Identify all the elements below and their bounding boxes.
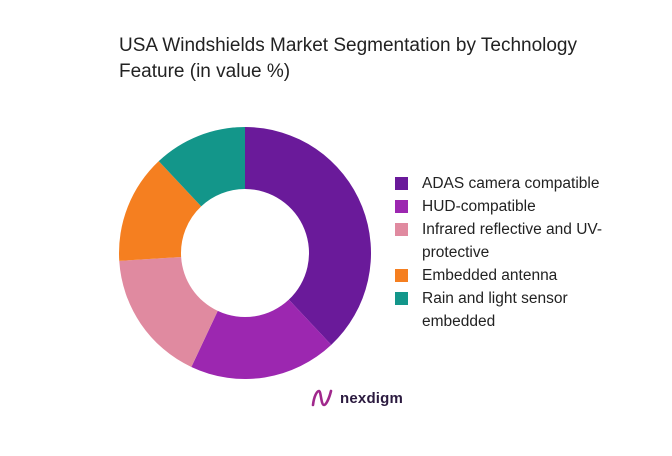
legend-label-antenna: Embedded antenna [422,267,558,284]
donut-slice-hud [191,299,332,379]
legend-swatch-adas [395,177,408,190]
brand-logo: nexdigm [311,388,403,408]
legend-label-rain-sensor-line-2: embedded [422,313,496,330]
legend-item-adas: ADAS camera compatible [395,172,665,195]
legend-item-hud: HUD-compatible [395,195,665,218]
chart-legend: ADAS camera compatible HUD-compatible In… [395,172,665,333]
chart-title: USA Windshields Market Segmentation by T… [119,33,639,85]
legend-swatch-rain-sensor [395,292,408,305]
legend-item-antenna: Embedded antenna [395,264,665,287]
donut-chart [119,127,372,379]
legend-swatch-antenna [395,269,408,282]
legend-label-infrared-line-2: protective [422,244,490,261]
legend-swatch-infrared [395,223,408,236]
brand-name: nexdigm [340,389,404,407]
chart-title-line-1: USA Windshields Market Segmentation by T… [119,35,578,56]
legend-label-hud: HUD-compatible [422,198,536,215]
legend-label-infrared-line-1: Infrared reflective and UV- [422,221,603,238]
donut-slice-adas [245,127,372,345]
legend-swatch-hud [395,200,408,213]
legend-item-infrared: Infrared reflective and UV- protective [395,218,665,264]
donut-slice-antenna [119,161,202,261]
donut-slice-rain-sensor [158,127,245,207]
legend-label-rain-sensor-line-1: Rain and light sensor [422,290,568,307]
legend-label-adas: ADAS camera compatible [422,175,600,192]
legend-item-rain-sensor: Rain and light sensor embedded [395,287,665,333]
nexdigm-logo-icon [311,389,333,407]
chart-title-line-2: Feature (in value %) [119,61,291,82]
donut-slice-infrared [119,257,218,368]
